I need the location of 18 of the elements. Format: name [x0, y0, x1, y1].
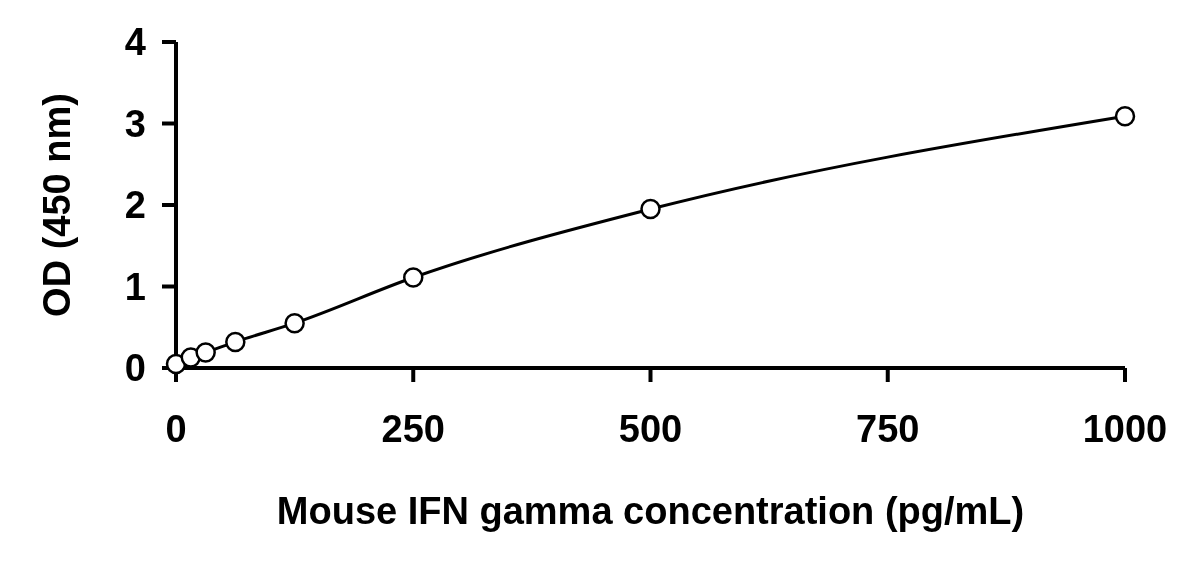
x-axis-title: Mouse IFN gamma concentration (pg/mL)	[276, 490, 1025, 532]
y-axis-title: OD (450 nm)	[36, 93, 78, 317]
point	[1114, 105, 1136, 127]
x-tick-label: 750	[856, 408, 920, 450]
y-tick-label: 3	[124, 102, 146, 145]
point	[403, 267, 424, 288]
point	[640, 198, 661, 220]
point	[284, 312, 305, 334]
point	[195, 342, 216, 363]
x-tick-label: 250	[381, 408, 445, 450]
x-tick-label: 1000	[1082, 408, 1168, 450]
y-tick-label: 1	[124, 265, 146, 308]
y-tick-label: 0	[124, 347, 146, 390]
x-tick-label: 0	[165, 408, 187, 450]
y-tick-label: 4	[124, 21, 146, 64]
x-tick-label: 500	[618, 408, 683, 450]
y-tick-label: 2	[124, 184, 146, 227]
point	[225, 331, 246, 353]
